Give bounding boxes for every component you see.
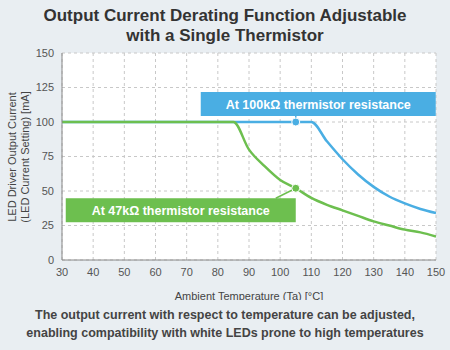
html-text:LED Driver Output Current (LED: LED Driver Output Current (LED Current S…	[6, 91, 31, 223]
html-text:Output Current Derating Functi: Output Current Derating Function Adjusta…	[43, 6, 407, 45]
svg-text:125: 125	[36, 81, 54, 93]
svg-text:40: 40	[87, 266, 99, 278]
svg-text:150: 150	[427, 266, 442, 278]
svg-text:At 100kΩ thermistor resistance: At 100kΩ thermistor resistance	[226, 98, 411, 112]
svg-text:90: 90	[243, 266, 255, 278]
svg-text:120: 120	[333, 266, 351, 278]
svg-text:150: 150	[36, 48, 54, 59]
svg-text:50: 50	[118, 266, 130, 278]
svg-text:130: 130	[364, 266, 382, 278]
svg-text:50: 50	[42, 185, 54, 197]
svg-text:Ambient Temperature (Ta) [°C]: Ambient Temperature (Ta) [°C]	[175, 290, 323, 300]
svg-text:100: 100	[271, 266, 289, 278]
svg-text:140: 140	[396, 266, 414, 278]
svg-text:70: 70	[181, 266, 193, 278]
svg-text:25: 25	[42, 219, 54, 231]
svg-text:110: 110	[303, 266, 321, 278]
svg-text:100: 100	[36, 116, 54, 128]
svg-text:30: 30	[56, 266, 68, 278]
svg-text:75: 75	[42, 150, 54, 162]
svg-text:80: 80	[212, 266, 224, 278]
svg-text:60: 60	[149, 266, 161, 278]
svg-text:0: 0	[48, 254, 54, 266]
svg-text:At 47kΩ thermistor resistance: At 47kΩ thermistor resistance	[92, 204, 270, 218]
html-text:The output current with respec: The output current with respect to tempe…	[26, 308, 424, 340]
